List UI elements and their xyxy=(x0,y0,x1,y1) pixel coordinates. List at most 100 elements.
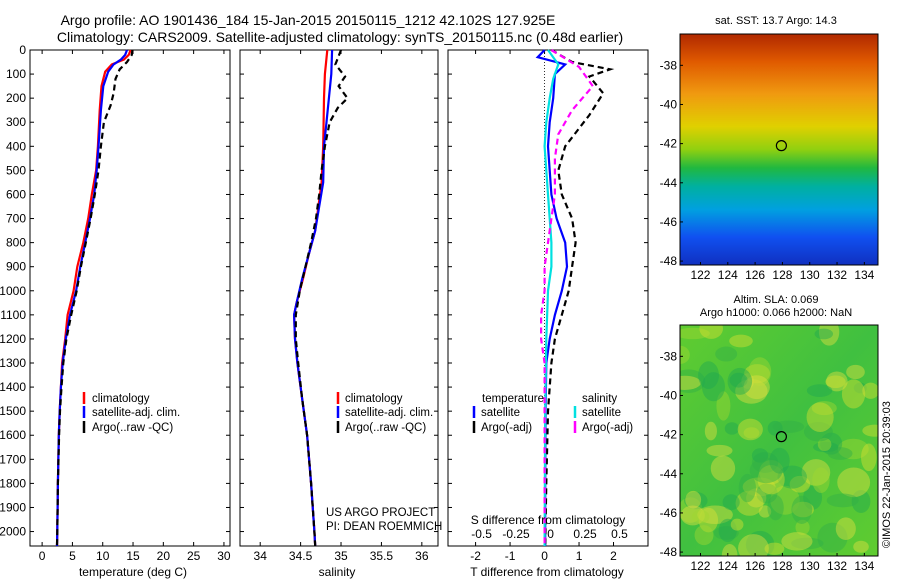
map-y-tick: -42 xyxy=(660,137,678,151)
map-y-tick: -48 xyxy=(660,545,678,559)
depth-tick-label: 1600 xyxy=(0,428,26,442)
map-x-tick: 130 xyxy=(800,268,820,282)
legend-temp-argo: Argo(-adj) xyxy=(481,422,532,434)
map-x-tick: 128 xyxy=(772,559,792,573)
sst-map xyxy=(680,34,878,265)
x-tick-label: -1 xyxy=(505,549,516,563)
x-tick-label: 25 xyxy=(187,549,201,563)
x-tick-label: 15 xyxy=(126,549,140,563)
legend-satellite-adj: satellite-adj. clim. xyxy=(345,407,433,419)
sla-map-axes: 122 124 126 128 130 132 134 -38 -40 -42 -44 -46 -48 xyxy=(660,349,875,573)
map-x-tick: 126 xyxy=(745,559,765,573)
map-x-tick: 122 xyxy=(690,268,710,282)
depth-tick-label: 1800 xyxy=(0,476,26,490)
x-tick-label: 0 xyxy=(39,549,46,563)
x-tick-label: 35.5 xyxy=(370,549,394,563)
depth-tick-label: 1100 xyxy=(0,308,26,322)
legend-temperature: temperature xyxy=(482,393,544,405)
map-y-tick: -40 xyxy=(660,388,678,402)
map-y-tick: -48 xyxy=(660,254,678,268)
x-tick-label: 34 xyxy=(254,549,268,563)
series-line xyxy=(55,49,134,547)
map-x-tick: 126 xyxy=(745,268,765,282)
difference-top-axis: -0.5 -0.25 0 0.25 0.5 xyxy=(471,527,628,541)
x-tick-label: 20 xyxy=(157,549,171,563)
depth-tick-label: 1700 xyxy=(0,452,26,466)
argo-location-marker xyxy=(775,431,787,443)
legend-temp-satellite: satellite xyxy=(481,407,520,419)
depth-tick-label: 0 xyxy=(19,43,26,57)
temperature-legend: climatology satellite-adj. clim. Argo(..… xyxy=(82,392,180,434)
temperature-x-axis: 0 5 10 15 20 25 30 xyxy=(39,50,231,563)
imos-stamp: ©IMOS 22-Jan-2015 20:39:03 xyxy=(881,401,893,548)
x-tick-label: -2 xyxy=(470,549,481,563)
project-name: US ARGO PROJECT xyxy=(326,507,435,519)
series-line xyxy=(292,49,334,547)
map-y-tick: -44 xyxy=(660,176,678,190)
difference-xlabel: T difference from climatology xyxy=(470,565,624,579)
depth-tick-label: 200 xyxy=(6,91,26,105)
argo-location-marker xyxy=(775,140,787,152)
depth-axis: 0 100 200 300 400 500 600 700 800 900 1000 1100 1200… xyxy=(0,43,648,539)
legend-sal-argo: Argo(-adj) xyxy=(582,422,633,434)
map-y-tick: -38 xyxy=(660,349,678,363)
temperature-series xyxy=(55,49,134,547)
top-tick-label: -0.25 xyxy=(502,527,530,541)
sla-map-title-line1: Altim. SLA: 0.069 xyxy=(734,294,819,306)
figure-title-line1: Argo profile: AO 1901436_184 15-Jan-2015… xyxy=(61,12,556,28)
depth-tick-label: 800 xyxy=(6,236,26,250)
x-tick-label: 1 xyxy=(576,549,583,563)
legend-argo-raw: Argo(..raw -QC) xyxy=(345,422,426,434)
sla-map-title-line2: Argo h1000: 0.066 h2000: NaN xyxy=(700,307,852,319)
series-line xyxy=(543,49,560,547)
map-x-tick: 128 xyxy=(772,268,792,282)
difference-series xyxy=(535,49,615,547)
depth-tick-label: 700 xyxy=(6,212,26,226)
map-y-tick: -38 xyxy=(660,58,678,72)
map-y-tick: -42 xyxy=(660,428,678,442)
salinity-panel xyxy=(239,49,439,547)
salinity-legend: climatology satellite-adj. clim. Argo(..… xyxy=(326,392,442,533)
sla-map-frame xyxy=(679,324,879,557)
series-line xyxy=(544,49,615,547)
sst-map-title: sat. SST: 13.7 Argo: 14.3 xyxy=(715,15,837,27)
difference-x-axis: -2 -1 0 1 2 xyxy=(470,50,617,563)
x-tick-label: 36 xyxy=(415,549,429,563)
temperature-xlabel: temperature (deg C) xyxy=(79,565,187,579)
top-tick-label: 0.5 xyxy=(611,527,628,541)
legend-climatology: climatology xyxy=(92,393,150,405)
depth-tick-label: 1500 xyxy=(0,404,26,418)
depth-tick-label: 900 xyxy=(6,260,26,274)
x-tick-label: 35 xyxy=(334,549,348,563)
depth-tick-label: 1000 xyxy=(0,284,26,298)
map-y-tick: -40 xyxy=(660,97,678,111)
map-x-tick: 122 xyxy=(690,559,710,573)
map-x-tick: 124 xyxy=(718,559,738,573)
depth-tick-label: 1900 xyxy=(0,500,26,514)
depth-tick-label: 2000 xyxy=(0,525,26,539)
difference-top-xlabel: S difference from climatology xyxy=(471,513,626,527)
x-tick-label: 2 xyxy=(610,549,617,563)
sst-map-frame xyxy=(679,33,879,266)
map-x-tick: 134 xyxy=(854,268,874,282)
salinity-series xyxy=(292,49,349,547)
top-tick-label: 0 xyxy=(547,527,554,541)
legend-argo-raw: Argo(..raw -QC) xyxy=(92,422,173,434)
top-tick-label: -0.5 xyxy=(471,527,492,541)
x-tick-label: 30 xyxy=(217,549,231,563)
map-y-tick: -46 xyxy=(660,215,678,229)
map-x-tick: 134 xyxy=(854,559,874,573)
legend-sal-satellite: satellite xyxy=(582,407,621,419)
map-y-tick: -46 xyxy=(660,506,678,520)
series-line xyxy=(535,49,569,546)
depth-tick-label: 500 xyxy=(6,163,26,177)
map-x-tick: 132 xyxy=(827,268,847,282)
x-tick-label: 5 xyxy=(69,549,76,563)
salinity-x-axis: 34 34.5 35 35.5 36 xyxy=(254,50,429,563)
legend-satellite-adj: satellite-adj. clim. xyxy=(92,407,180,419)
map-x-tick: 124 xyxy=(718,268,738,282)
map-x-tick: 132 xyxy=(827,559,847,573)
x-tick-label: 10 xyxy=(96,549,110,563)
sst-map-axes: 122 124 126 128 130 132 134 -38 -40 -42 -44 -46 -48 xyxy=(660,58,875,282)
